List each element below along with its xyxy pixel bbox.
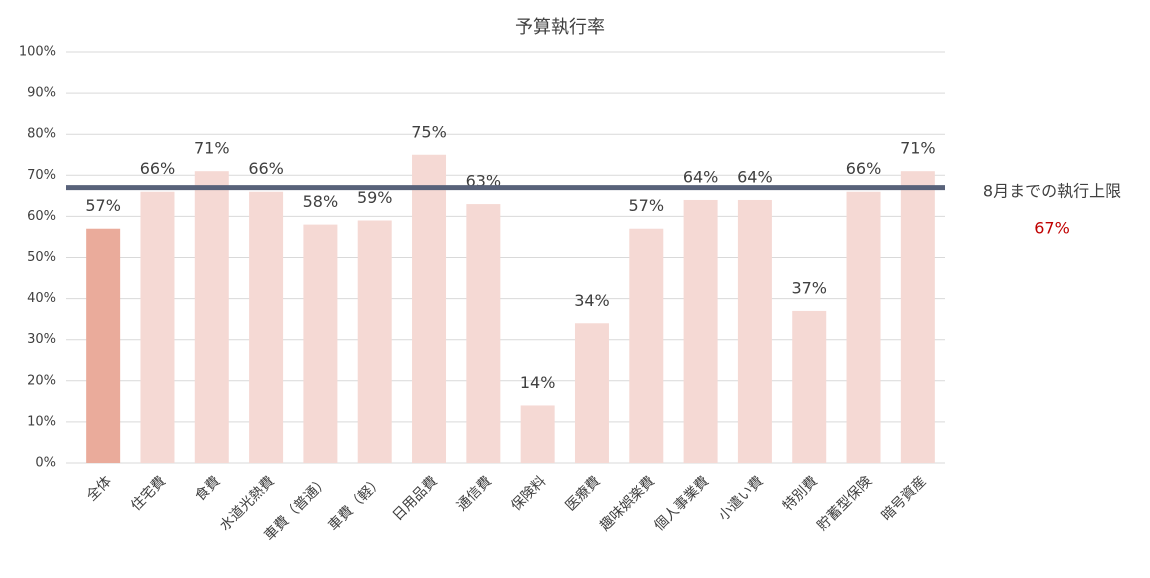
bar [303,224,338,463]
y-tick-label: 10% [27,414,56,429]
value-label: 37% [791,278,827,297]
bar [900,171,935,463]
x-tick-label: 通信費 [454,473,495,514]
bar [412,154,447,463]
y-tick-label: 80% [27,127,56,142]
y-tick-label: 100% [19,45,56,60]
x-tick-label: 食費 [192,473,224,505]
bar [846,191,881,464]
y-tick-label: 70% [27,168,56,183]
reference-label: 8月までの執行上限 [983,182,1121,201]
y-tick-label: 50% [27,250,56,265]
x-tick-label: 小遣い費 [716,473,767,524]
value-label: 75% [411,122,447,141]
value-label: 14% [520,373,556,392]
bar [466,204,501,463]
x-tick-label: 保険料 [508,473,549,514]
bar [86,228,121,463]
value-label: 71% [194,139,230,158]
x-tick-label: 車費（軽） [325,473,387,535]
value-label: 66% [248,159,284,178]
chart-title: 予算執行率 [515,17,605,38]
x-tick-label: 暗号資産 [879,473,930,524]
x-tick-label: 住宅費 [128,473,169,514]
value-label: 64% [683,167,719,186]
x-tick-label: 日用品費 [390,473,441,524]
bar [574,323,609,463]
reference-value-label: 67% [1034,219,1070,238]
y-tick-label: 0% [35,456,56,471]
bar [194,171,229,463]
value-label: 64% [737,167,773,186]
y-tick-label: 40% [27,291,56,306]
value-label: 66% [846,159,882,178]
bar [357,220,392,463]
y-tick-label: 60% [27,209,56,224]
bar [629,228,664,463]
x-tick-label: 趣味娯楽費 [597,473,658,534]
x-tick-label: 全体 [83,473,115,505]
x-tick-label: 特別費 [780,473,821,514]
y-tick-label: 90% [27,86,56,101]
x-tick-label: 個人事業費 [651,473,712,534]
x-tick-label: 貯蓄型保険 [814,473,875,534]
y-tick-label: 20% [27,373,56,388]
value-label: 58% [303,192,339,211]
bar [737,199,772,463]
value-label: 59% [357,188,393,207]
y-tick-label: 30% [27,332,56,347]
value-label: 57% [85,196,121,215]
value-label: 66% [140,159,176,178]
value-label: 71% [900,139,936,158]
x-tick-label: 医療費 [562,473,604,515]
bar [683,199,718,463]
value-label: 34% [574,291,610,310]
bar [140,191,175,464]
bar [792,310,827,463]
value-label: 57% [629,196,665,215]
bar [520,405,555,463]
bar [249,191,284,464]
